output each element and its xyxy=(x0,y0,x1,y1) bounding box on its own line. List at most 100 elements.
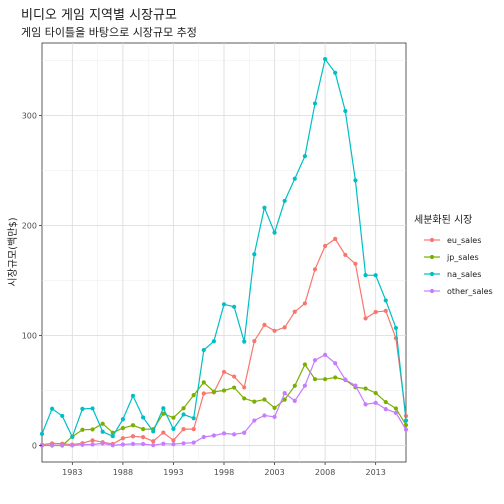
data-point xyxy=(50,443,55,448)
legend-item-other_sales: other_sales xyxy=(424,287,493,296)
data-point xyxy=(181,427,186,432)
x-tick-label: 2013 xyxy=(365,468,385,477)
data-point xyxy=(242,385,247,390)
data-point xyxy=(393,410,398,415)
data-point xyxy=(60,413,65,419)
data-point xyxy=(141,435,146,440)
data-point xyxy=(151,443,156,448)
data-point xyxy=(221,431,227,436)
data-point xyxy=(323,377,328,382)
gridlines xyxy=(42,43,406,462)
data-point xyxy=(120,442,125,447)
data-point xyxy=(343,377,348,382)
y-tick-label: 100 xyxy=(22,332,37,341)
data-point xyxy=(211,339,216,344)
data-point xyxy=(383,399,388,405)
data-point xyxy=(50,406,55,411)
data-point xyxy=(373,273,378,278)
x-tick-label: 2008 xyxy=(315,468,335,477)
data-point xyxy=(191,427,196,432)
data-point xyxy=(181,406,186,411)
data-point xyxy=(211,389,216,394)
data-point xyxy=(343,252,348,258)
data-point xyxy=(201,434,206,440)
legend-item-jp_sales: jp_sales xyxy=(424,253,479,262)
data-point xyxy=(353,261,358,266)
data-point xyxy=(292,309,297,314)
data-point xyxy=(211,433,216,438)
data-point xyxy=(373,390,378,396)
data-point xyxy=(201,347,206,353)
data-point xyxy=(252,339,257,344)
data-point xyxy=(171,442,176,447)
legend-label: eu_sales xyxy=(447,236,481,245)
data-point xyxy=(161,406,166,411)
data-point xyxy=(393,406,398,411)
data-point xyxy=(252,418,257,423)
data-point xyxy=(312,377,318,382)
data-point xyxy=(120,436,125,441)
data-point xyxy=(110,443,115,448)
data-point xyxy=(403,422,409,428)
data-point xyxy=(221,388,227,393)
data-point xyxy=(221,369,227,375)
y-tick-label: 0 xyxy=(32,442,37,451)
data-point xyxy=(120,426,125,431)
data-point xyxy=(100,441,105,446)
data-point xyxy=(302,383,307,388)
data-point xyxy=(373,309,378,315)
data-point xyxy=(242,430,247,435)
data-point xyxy=(232,304,237,309)
data-point xyxy=(353,178,358,183)
data-point xyxy=(272,405,277,410)
data-point xyxy=(242,396,247,401)
data-point xyxy=(70,443,75,448)
data-point xyxy=(282,325,287,330)
data-point xyxy=(312,358,318,363)
data-point xyxy=(312,267,318,272)
data-point xyxy=(383,308,388,313)
legend: 세분화된 시장 eu_sales jp_sales na_sales other_sa… xyxy=(414,214,493,296)
chart-title: 비디오 게임 지역별 시장규모 xyxy=(21,8,177,23)
data-point xyxy=(323,243,328,249)
data-point xyxy=(292,176,297,181)
data-point xyxy=(141,415,146,420)
x-tick-label: 1988 xyxy=(113,468,133,477)
data-point xyxy=(272,328,277,333)
data-point xyxy=(90,442,95,447)
legend-key-point xyxy=(429,271,435,277)
data-point xyxy=(333,375,338,380)
data-point xyxy=(80,427,85,432)
data-point xyxy=(292,383,297,388)
axes: 1983 1988 1993 1998 2003 2008 2013 0 100 200 300 xyxy=(22,112,386,477)
data-point xyxy=(151,429,156,434)
data-point xyxy=(232,374,237,379)
x-tick-label: 1993 xyxy=(163,468,183,477)
data-point xyxy=(39,431,45,436)
legend-key-point xyxy=(429,288,435,294)
data-point xyxy=(201,391,206,396)
data-point xyxy=(333,70,338,75)
data-point xyxy=(282,391,287,396)
data-point xyxy=(161,430,166,435)
legend-key-point xyxy=(429,254,435,260)
data-point xyxy=(363,402,368,407)
data-point xyxy=(403,427,409,432)
data-point xyxy=(130,441,136,446)
data-point xyxy=(181,412,186,417)
series-lines xyxy=(39,56,409,448)
data-point xyxy=(171,426,176,431)
data-point xyxy=(100,421,105,426)
data-point xyxy=(90,427,95,432)
data-point xyxy=(221,302,227,307)
legend-key-point xyxy=(429,237,435,243)
y-axis-title: 시장규모(백만$) xyxy=(7,217,19,286)
data-point xyxy=(323,56,328,62)
data-point xyxy=(252,252,257,257)
data-point xyxy=(80,442,85,447)
data-point xyxy=(262,397,267,402)
data-point xyxy=(292,398,297,403)
data-point xyxy=(373,400,378,405)
data-point xyxy=(262,322,267,327)
